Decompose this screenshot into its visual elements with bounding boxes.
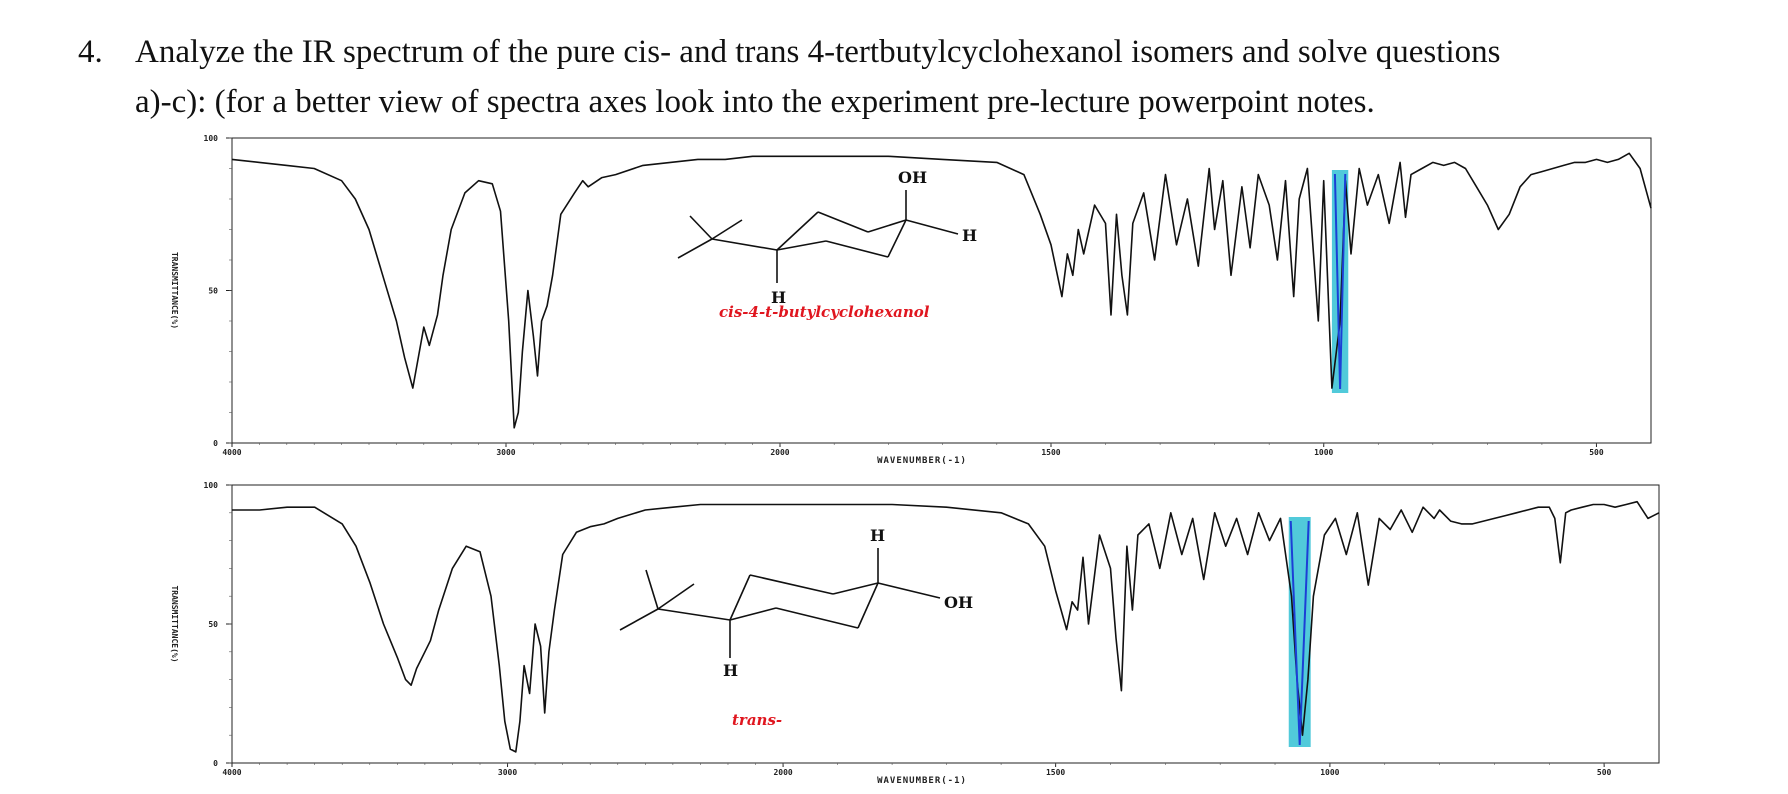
spectrum-trace-trans	[232, 500, 1660, 753]
ring-bond	[857, 582, 879, 629]
x-tick-label-trans: 4000	[222, 768, 241, 777]
x-tick-label-cis: 500	[1589, 448, 1604, 457]
structure-caption-cis: cis-4-t-butylcyclohexanol	[719, 303, 930, 321]
structure-oh-label-trans: OH	[944, 593, 973, 612]
ring-bond	[657, 608, 731, 621]
y-axis-label-cis: TRANSMITTANCE(%)	[170, 252, 179, 329]
y-tick-label-trans: 100	[204, 481, 219, 490]
ring-bond	[825, 240, 889, 258]
spectrum-trace-cis	[231, 152, 1652, 429]
ring-bond	[729, 607, 777, 621]
ring-bond	[711, 238, 778, 251]
x-tick-label-trans: 2000	[773, 768, 792, 777]
highlight-band-trans	[1288, 517, 1311, 747]
question-number: 4.	[78, 34, 103, 70]
x-tick-label-cis: 4000	[222, 448, 241, 457]
highlight-peak-trans	[1289, 520, 1310, 746]
ring-bond	[867, 219, 907, 233]
x-tick-label-cis: 1500	[1041, 448, 1060, 457]
highlight-peak-cis	[1333, 173, 1347, 390]
tbu-bond	[645, 569, 659, 610]
tbu-bond	[711, 219, 743, 240]
x-tick-label-cis: 3000	[496, 448, 515, 457]
y-tick-label-trans: 50	[208, 620, 218, 629]
ring-bond	[832, 582, 879, 595]
tbu-bond	[689, 215, 713, 240]
x-tick-label-cis: 2000	[770, 448, 789, 457]
ring-bond	[887, 219, 907, 258]
tbu-bond	[677, 238, 713, 259]
y-axis-label-trans: TRANSMITTANCE(%)	[170, 585, 179, 662]
plot-frame-trans	[231, 484, 1660, 764]
x-tick-label-trans: 1500	[1046, 768, 1065, 777]
ring-bond	[776, 240, 827, 251]
structure-h-top-trans: H	[870, 526, 885, 545]
ring-bond	[729, 574, 751, 621]
y-tick-label-cis: 100	[204, 134, 219, 143]
question-text-line-1: Analyze the IR spectrum of the pure cis-…	[135, 34, 1501, 70]
structure-oh-label-cis: OH	[898, 168, 927, 187]
question-text-line-2: a)-c): (for a better view of spectra axe…	[135, 84, 1375, 120]
y-tick-label-cis: 0	[213, 439, 218, 448]
ring-bond	[776, 211, 819, 251]
x-tick-label-trans: 500	[1597, 768, 1612, 777]
structure-h-label-cis: H	[962, 226, 977, 245]
x-tick-label-trans: 3000	[498, 768, 517, 777]
x-tick-label-cis: 1000	[1314, 448, 1333, 457]
oh-bond	[877, 582, 941, 599]
y-tick-label-trans: 0	[213, 759, 218, 768]
structure-h-bottom-trans: H	[723, 661, 738, 680]
y-tick-label-cis: 50	[208, 287, 218, 296]
tbu-bond	[619, 608, 659, 631]
structure-h-bottom-cis: H	[771, 288, 786, 307]
ring-bond	[817, 211, 869, 233]
ring-bond	[775, 607, 859, 629]
x-tick-label-trans: 1000	[1320, 768, 1339, 777]
structure-caption-trans: trans-	[732, 711, 782, 729]
ring-bond	[749, 574, 834, 595]
plot-frame-cis	[231, 137, 1652, 444]
x-axis-label-trans: WAVENUMBER(-1)	[877, 776, 967, 786]
x-axis-label-cis: WAVENUMBER(-1)	[877, 456, 967, 466]
h-bond	[905, 219, 959, 235]
tbu-bond	[657, 583, 695, 610]
